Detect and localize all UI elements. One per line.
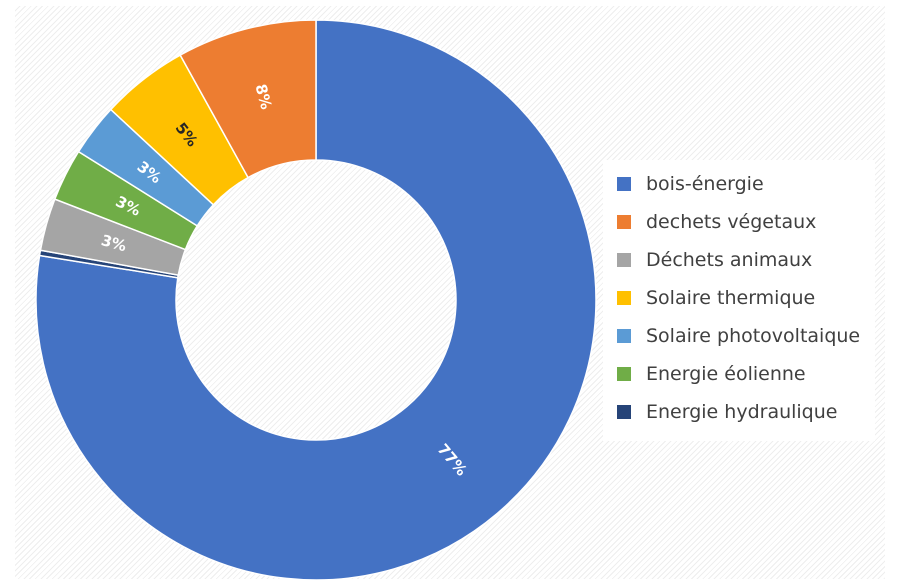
legend-background bbox=[603, 160, 875, 441]
legend-swatch-bois-energie bbox=[617, 177, 631, 191]
slice-bois-energie bbox=[35, 19, 597, 581]
data-label-dechets-vegetaux: 8% bbox=[252, 82, 276, 111]
legend-swatch-solaire-photovoltaique bbox=[617, 329, 631, 343]
legend-swatch-dechets-animaux bbox=[617, 253, 631, 267]
legend-swatch-energie-eolienne bbox=[617, 367, 631, 381]
legend-label-energie-hydraulique: Energie hydraulique bbox=[646, 401, 837, 423]
legend: bois-énergie dechets végetaux Déchets anim… bbox=[603, 160, 875, 441]
legend-swatch-dechets-vegetaux bbox=[617, 215, 631, 229]
legend-label-energie-eolienne: Energie éolienne bbox=[646, 363, 806, 385]
legend-swatch-solaire-thermique bbox=[617, 291, 631, 305]
legend-swatch-energie-hydraulique bbox=[617, 405, 631, 419]
legend-label-dechets-animaux: Déchets animaux bbox=[646, 249, 812, 271]
donut-slices bbox=[35, 19, 597, 581]
legend-label-solaire-thermique: Solaire thermique bbox=[646, 287, 815, 309]
slice-dechets-vegetaux bbox=[179, 19, 317, 179]
legend-label-bois-energie: bois-énergie bbox=[646, 173, 764, 195]
legend-label-solaire-photovoltaique: Solaire photovoltaique bbox=[646, 325, 860, 347]
legend-label-dechets-vegetaux: dechets végetaux bbox=[646, 211, 816, 233]
